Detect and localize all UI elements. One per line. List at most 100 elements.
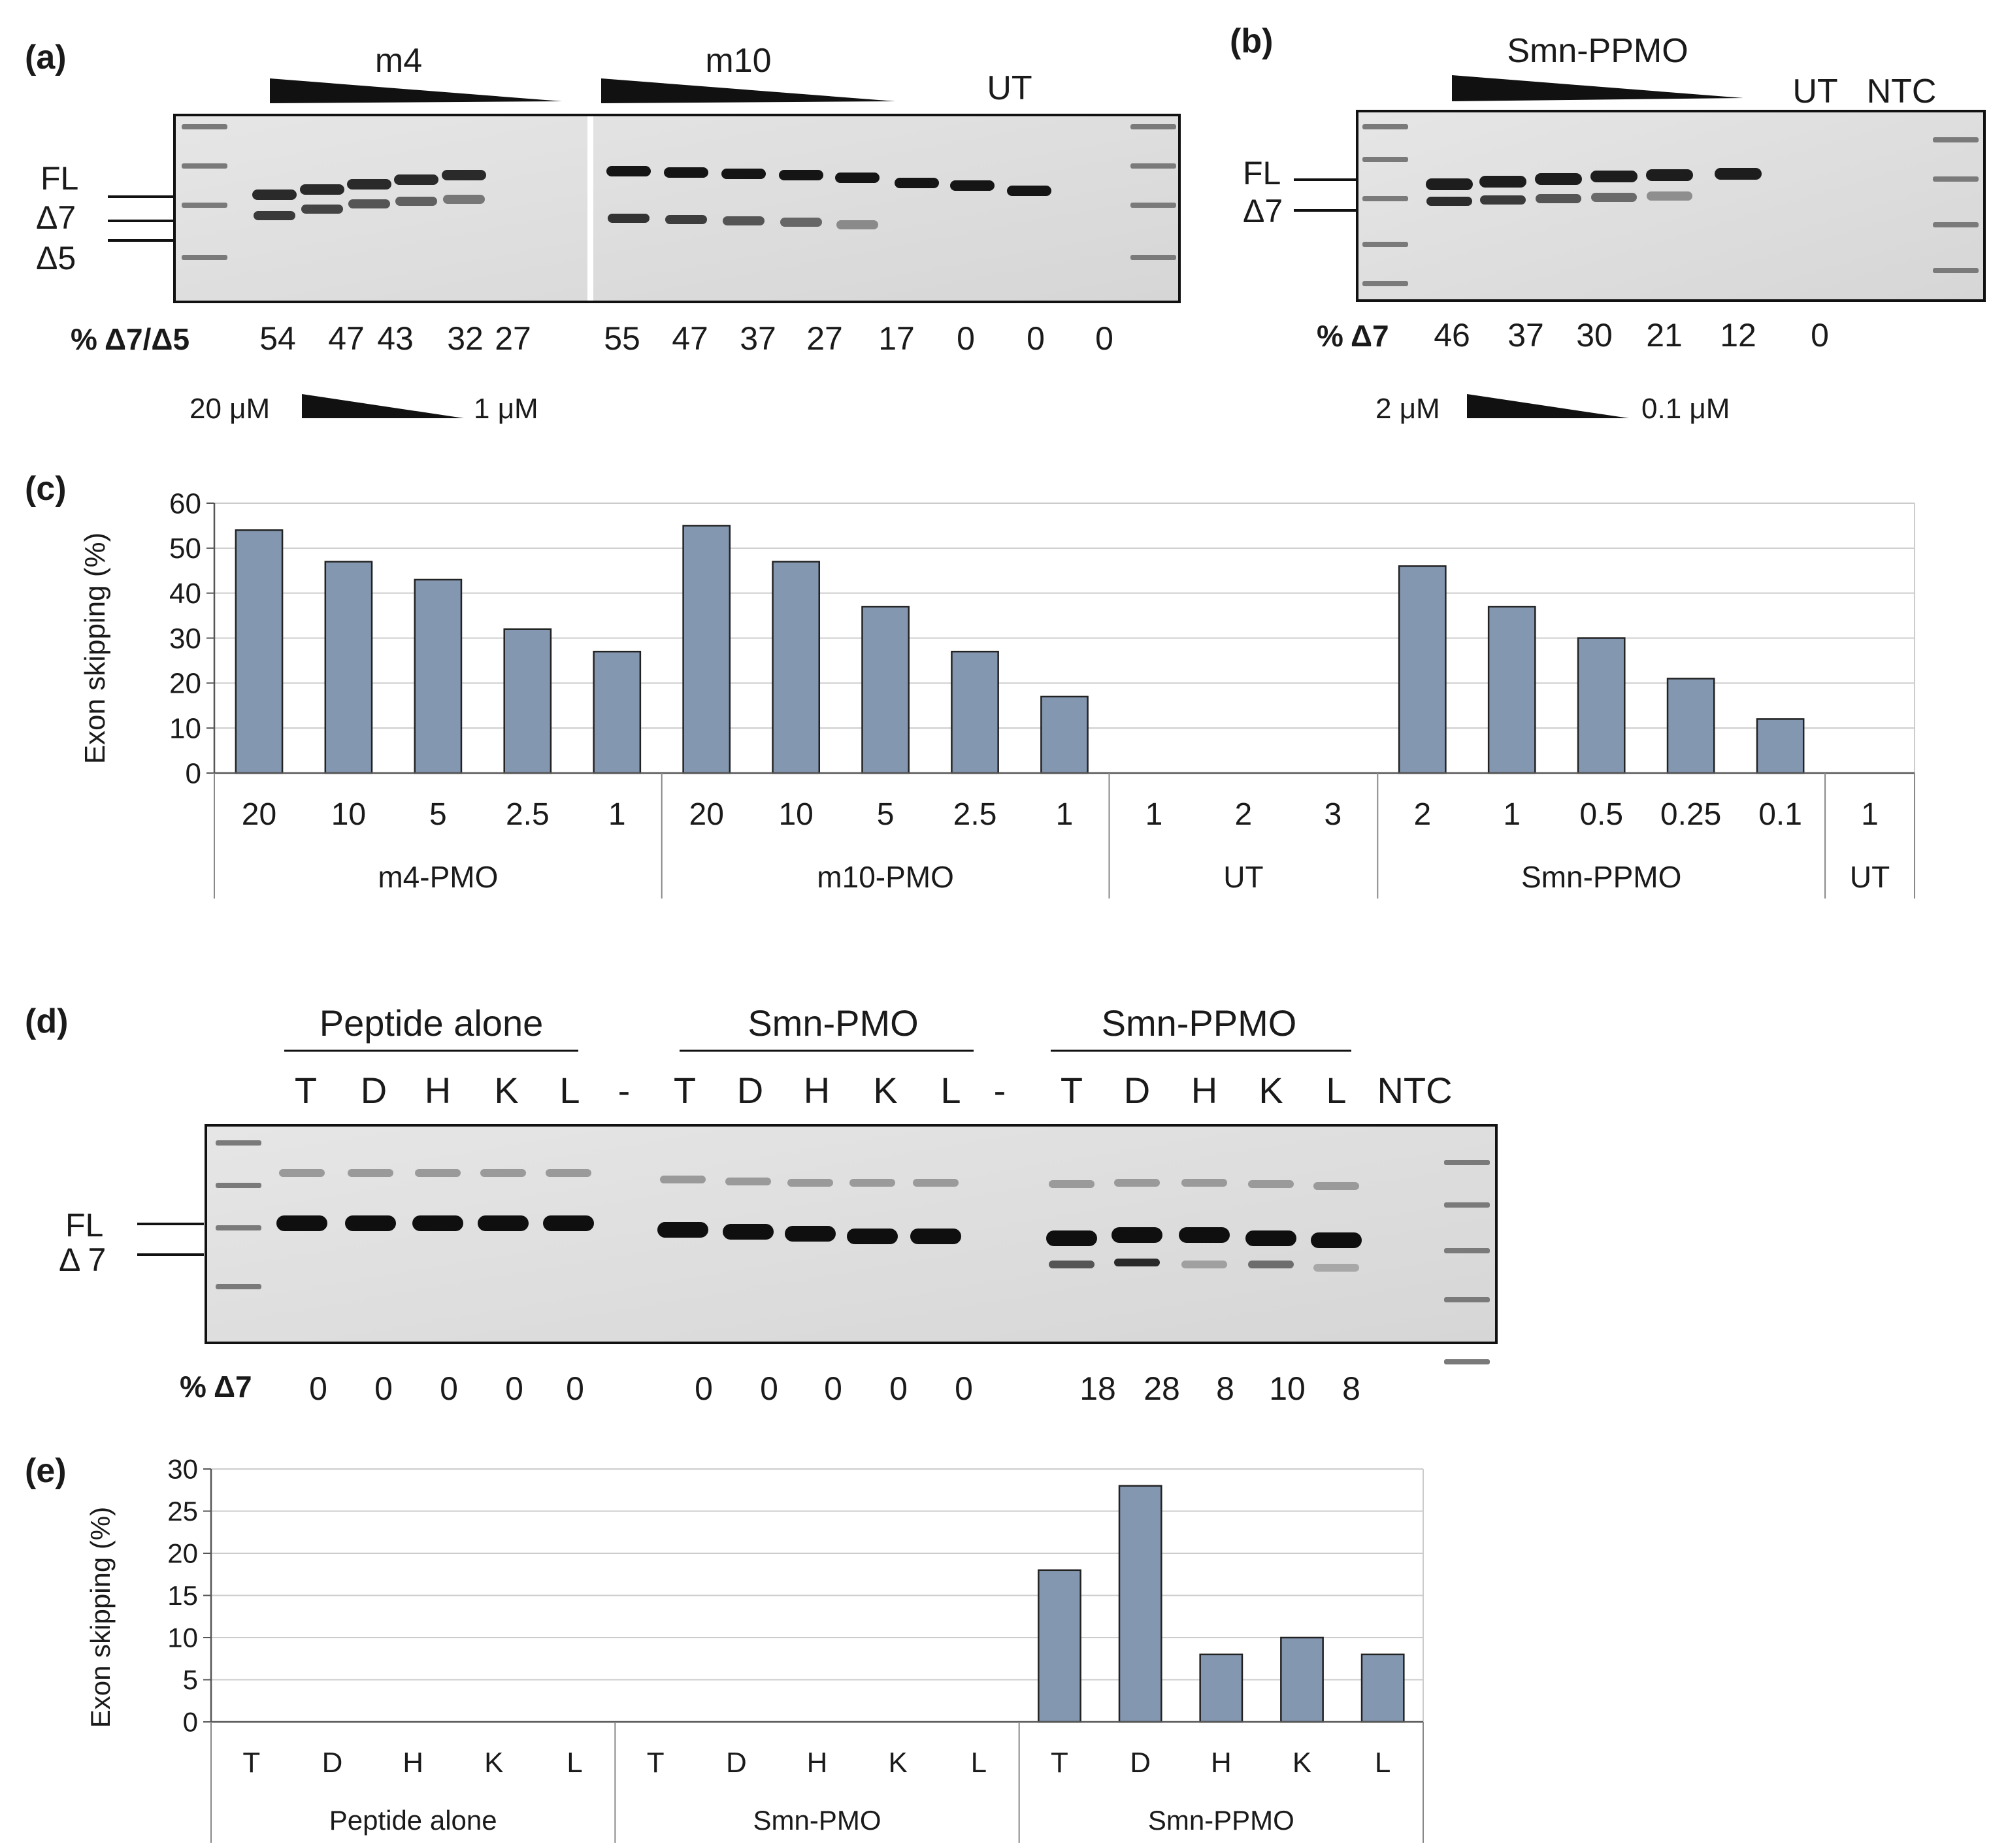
gel-band: [1114, 1259, 1160, 1266]
x-tick-label: 1: [608, 797, 626, 832]
panel-d-label: (d): [25, 1002, 68, 1040]
pct-label-d: % Δ7: [180, 1370, 252, 1404]
bar: [1040, 695, 1089, 774]
gel-band: [660, 1176, 706, 1183]
pct-values-a: 54 47 43 32 27 55 47 37 27 17 0 0 0: [259, 320, 1113, 357]
pct-value: 0: [309, 1370, 327, 1407]
pct-values-b: 46 37 30 21 12 0: [1434, 317, 1829, 354]
gel-band: [950, 180, 995, 191]
gel-band: [1181, 1179, 1227, 1187]
gel-band: [546, 1169, 591, 1177]
x-tick-label: 10: [331, 797, 366, 832]
bar: [593, 650, 642, 774]
gel-band: [913, 1179, 959, 1187]
gel-band: [836, 220, 878, 229]
lane-label: K: [494, 1070, 518, 1111]
pct-value: 8: [1342, 1370, 1360, 1407]
pct-value: 47: [328, 320, 365, 357]
lane-label: K: [873, 1070, 897, 1111]
panel-a-label: (a): [25, 39, 67, 76]
gel-a-bands: [182, 124, 1176, 260]
dose-wedge-m10: [601, 78, 895, 103]
pct-value: 55: [604, 320, 640, 357]
panel-b: (b) Smn-PPMO UT NTC FL Δ7 % Δ7 46 37 30 21 1…: [1230, 22, 1986, 425]
dose-wedge-b: [1467, 394, 1629, 418]
x-tick-label: K: [484, 1747, 503, 1779]
pct-value: 0: [955, 1370, 973, 1407]
group-label-peptide-alone: Peptide alone: [320, 1002, 544, 1044]
ladder-band: [1130, 255, 1176, 260]
lane-label: H: [804, 1070, 830, 1111]
panel-a: (a) m4 m10 UT FL Δ7 Δ5 % Δ7/Δ5 54 47 43 32 2…: [25, 39, 1181, 425]
gel-band: [1007, 186, 1051, 196]
lane-label: D: [361, 1070, 387, 1111]
pct-value: 28: [1144, 1370, 1180, 1407]
gel-d-bands: [216, 1140, 1490, 1364]
dose-wedge-a: [302, 394, 464, 418]
y-tick-label: 10: [169, 713, 201, 745]
band-label-d7-b: Δ7: [1243, 193, 1283, 229]
group-label-smn-ppmo-d: Smn-PPMO: [1102, 1002, 1297, 1044]
y-tick-label: 15: [167, 1580, 198, 1611]
gel-band: [478, 1215, 529, 1231]
band-label-d7-d: Δ 7: [59, 1242, 106, 1278]
gel-band: [442, 170, 486, 180]
gel-band: [443, 195, 485, 204]
gel-band: [1248, 1261, 1294, 1268]
ladder-band: [1444, 1160, 1490, 1165]
pct-value: 54: [259, 320, 296, 357]
gel-band: [664, 167, 708, 178]
pct-value: 27: [495, 320, 531, 357]
lane-label: H: [1191, 1070, 1217, 1111]
group-label-m10: m10: [705, 42, 771, 80]
gel-band: [1111, 1227, 1162, 1243]
bar: [682, 525, 731, 774]
y-tick-label: 30: [167, 1454, 198, 1485]
dose-high-a: 20 μM: [189, 393, 270, 425]
y-tick-label: 60: [169, 487, 201, 520]
pct-value: 8: [1216, 1370, 1234, 1407]
gel-band: [348, 1169, 393, 1177]
lane-label: K: [1259, 1070, 1283, 1111]
gel-band: [301, 205, 343, 214]
gel-band: [1245, 1230, 1296, 1246]
ladder-band: [1933, 176, 1979, 182]
gel-band: [847, 1229, 898, 1244]
gel-band: [1049, 1261, 1095, 1268]
gel-band: [543, 1215, 594, 1231]
x-tick-label: 20: [242, 797, 276, 832]
y-tick-label: 10: [167, 1623, 198, 1653]
ladder-band: [1362, 157, 1408, 162]
pct-value: 0: [566, 1370, 584, 1407]
panel-b-label: (b): [1230, 22, 1273, 60]
group-label-ut-a: UT: [987, 69, 1032, 107]
x-tick-label: 1: [1056, 797, 1074, 832]
group-label: Smn-PMO: [753, 1805, 881, 1836]
pct-value: 0: [1027, 320, 1045, 357]
y-tick-label: 0: [186, 757, 201, 789]
band-label-d7-a: Δ7: [36, 199, 76, 236]
gel-band: [1591, 193, 1637, 202]
group-label-smn-pmo: Smn-PMO: [748, 1002, 918, 1044]
y-tick-label: 30: [169, 623, 201, 655]
gel-band: [1426, 178, 1473, 190]
ladder-band: [1933, 137, 1979, 142]
y-axis-label-c: Exon skipping (%): [79, 533, 111, 765]
ladder-band: [1444, 1359, 1490, 1364]
gel-band: [780, 218, 822, 227]
lane-label: D: [737, 1070, 763, 1111]
ladder-band: [216, 1225, 261, 1230]
pct-value: 47: [672, 320, 708, 357]
x-tick-label: T: [647, 1747, 665, 1779]
pct-value: 0: [1095, 320, 1113, 357]
pct-value: 37: [740, 320, 776, 357]
gel-band: [1646, 169, 1693, 181]
lane-label: D: [1124, 1070, 1150, 1111]
x-tick-label: D: [1130, 1747, 1151, 1779]
gel-band: [1647, 191, 1692, 201]
band-label-fl-b: FL: [1243, 155, 1281, 191]
group-label: Smn-PPMO: [1148, 1805, 1294, 1836]
x-tick-label: H: [807, 1747, 828, 1779]
